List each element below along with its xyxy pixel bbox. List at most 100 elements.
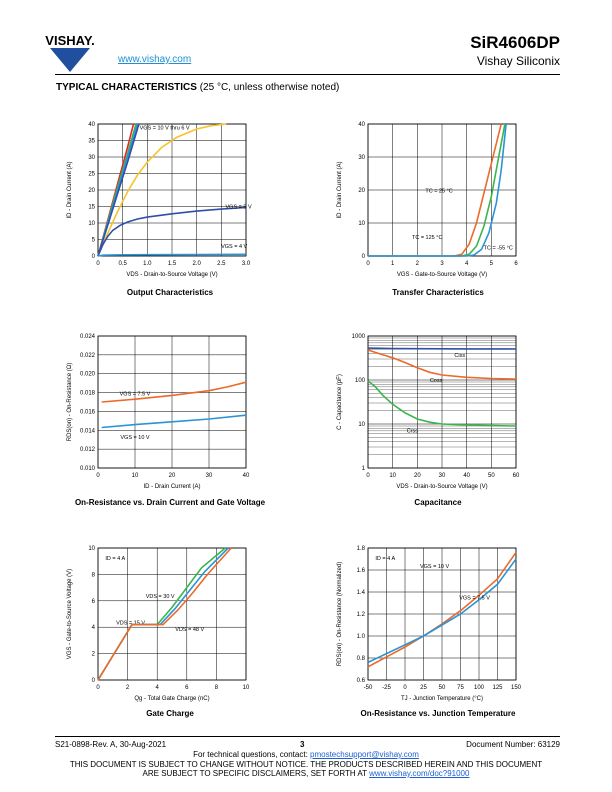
x-tick-label: -50 [364,685,373,691]
y-axis-label: ID - Drain Current (A) [337,161,343,218]
y-tick-label: 40 [358,122,365,128]
y-tick-label: 0.020 [80,372,96,378]
x-axis-label: Qg - Total Gate Charge (nC) [134,696,209,702]
x-tick-label: 8 [215,685,219,691]
y-tick-label: 10 [358,422,365,428]
on-resistance-vs-temperature-chart: -50 -25 0 25 50 75 100 125 150 0.6 0.8 1.0 1.2 1.4 1.6… [337,546,522,702]
series-line [368,123,507,257]
annotation-label: ID = 4 A [375,556,395,562]
y-tick-label: 0.016 [80,409,96,415]
page-number: 3 [300,740,305,749]
x-axis-label: VDS - Drain-to-Source Voltage (V) [396,484,487,490]
series-line [101,414,247,429]
x-tick-label: 30 [206,473,213,479]
series-line [97,123,140,257]
x-tick-label: 75 [457,685,464,691]
disclaimer-link[interactable]: www.vishay.com/doc?91000 [369,769,470,778]
output-characteristics-chart: 0 0.5 1.0 1.5 2.0 2.5 3.0 0 5 10 15 20 25 30 35 40 VGS =… [67,122,252,278]
notice-line-2: ARE SUBJECT TO SPECIFIC DISCLAIMERS, SET… [142,769,470,778]
series-label: VDS = 30 V [146,594,175,600]
y-axis-label: VGS - Gate-to-Source Voltage (V) [67,569,73,659]
y-tick-label: 10 [88,546,95,552]
series-label: TC = 125 °C [412,235,443,241]
y-tick-label: 0 [362,254,366,260]
x-tick-label: 25 [420,685,427,691]
x-tick-label: 0 [96,261,100,267]
plot-frame [97,547,247,681]
x-tick-label: 1.0 [143,261,152,267]
series-label: VDS = 48 V [175,627,204,633]
y-tick-label: 1000 [352,334,366,340]
x-tick-label: 1 [391,261,395,267]
series-label: VGS = 10 V thru 6 V [140,125,190,131]
y-axis-label: ID - Drain Current (A) [67,161,73,218]
series-label: Crss [407,428,419,434]
y-tick-label: 1.6 [357,568,366,574]
y-tick-label: 4 [92,625,96,631]
vishay-logo: VISHAY. [45,33,95,72]
x-tick-label: 0 [96,473,100,479]
series-line [97,547,232,681]
x-tick-label: 1.5 [168,261,177,267]
revision-text: S21-0898-Rev. A, 30-Aug-2021 [55,740,167,749]
y-tick-label: 30 [358,155,365,161]
annotation-label: ID = 4 A [105,556,125,562]
y-tick-label: 0 [92,254,96,260]
document-number: Document Number: 63129 [466,740,560,749]
x-tick-label: 20 [414,473,421,479]
vishay-logo-triangle [50,48,90,72]
y-tick-label: 0.012 [80,447,96,453]
y-tick-label: 1 [362,466,366,472]
x-tick-label: 150 [511,685,522,691]
y-tick-label: 6 [92,599,96,605]
y-tick-label: 1.8 [357,546,366,552]
y-tick-label: 8 [92,572,96,578]
y-axis-label: RDS(on) - On-Resistance (Normalized) [337,562,343,666]
vishay-url-link[interactable]: www.vishay.com [118,54,192,65]
series-label: Coss [430,378,443,384]
x-tick-label: -25 [382,685,391,691]
x-tick-label: 40 [463,473,470,479]
chart-caption-transfer: Transfer Characteristics [392,288,484,297]
technical-questions: For technical questions, contact: pmoste… [193,750,419,759]
series-line [97,206,247,257]
x-tick-label: 2 [126,685,130,691]
section-title: TYPICAL CHARACTERISTICS (25 °C, unless o… [56,82,340,93]
y-tick-label: 0.6 [357,678,366,684]
y-tick-label: 1.0 [357,634,366,640]
x-tick-label: 0 [366,473,370,479]
x-tick-label: 50 [439,685,446,691]
series-line [367,380,517,427]
x-tick-label: 0 [96,685,100,691]
y-tick-label: 15 [88,205,95,211]
x-tick-label: 100 [474,685,485,691]
vishay-logo-text: VISHAY. [45,33,94,48]
y-tick-label: 20 [358,188,365,194]
series-line [97,123,227,257]
series-line [367,347,517,350]
y-tick-label: 100 [355,378,366,384]
x-axis-label: ID - Drain Current (A) [143,484,200,490]
y-tick-label: 1.2 [357,612,366,618]
company-name: Vishay Siliconix [476,54,560,68]
y-tick-label: 5 [92,238,96,244]
x-tick-label: 2.0 [192,261,201,267]
y-tick-label: 2 [92,652,96,658]
y-tick-label: 0.018 [80,391,96,397]
series-line [101,381,247,403]
series-label: TC = -55 °C [484,245,513,251]
x-axis-label: VGS - Gate-to-Source Voltage (V) [397,272,487,278]
x-tick-label: 0 [403,685,407,691]
y-axis-label: C - Capacitance (pF) [337,374,343,430]
y-tick-label: 30 [88,155,95,161]
series-label: VGS = 7.5 V [120,391,151,397]
y-tick-label: 20 [88,188,95,194]
chart-caption-capacitance: Capacitance [414,498,462,507]
gate-charge-chart: 0 2 4 6 8 10 0 2 4 6 8 10 VDS = 15 V VDS = 30 V VDS = … [67,546,250,702]
series-line [367,551,517,668]
y-tick-label: 0 [92,678,96,684]
support-email-link[interactable]: pmostechsupport@vishay.com [310,750,419,759]
plot-frame [367,335,517,469]
x-tick-label: 6 [185,685,189,691]
y-tick-label: 0.010 [80,466,96,472]
